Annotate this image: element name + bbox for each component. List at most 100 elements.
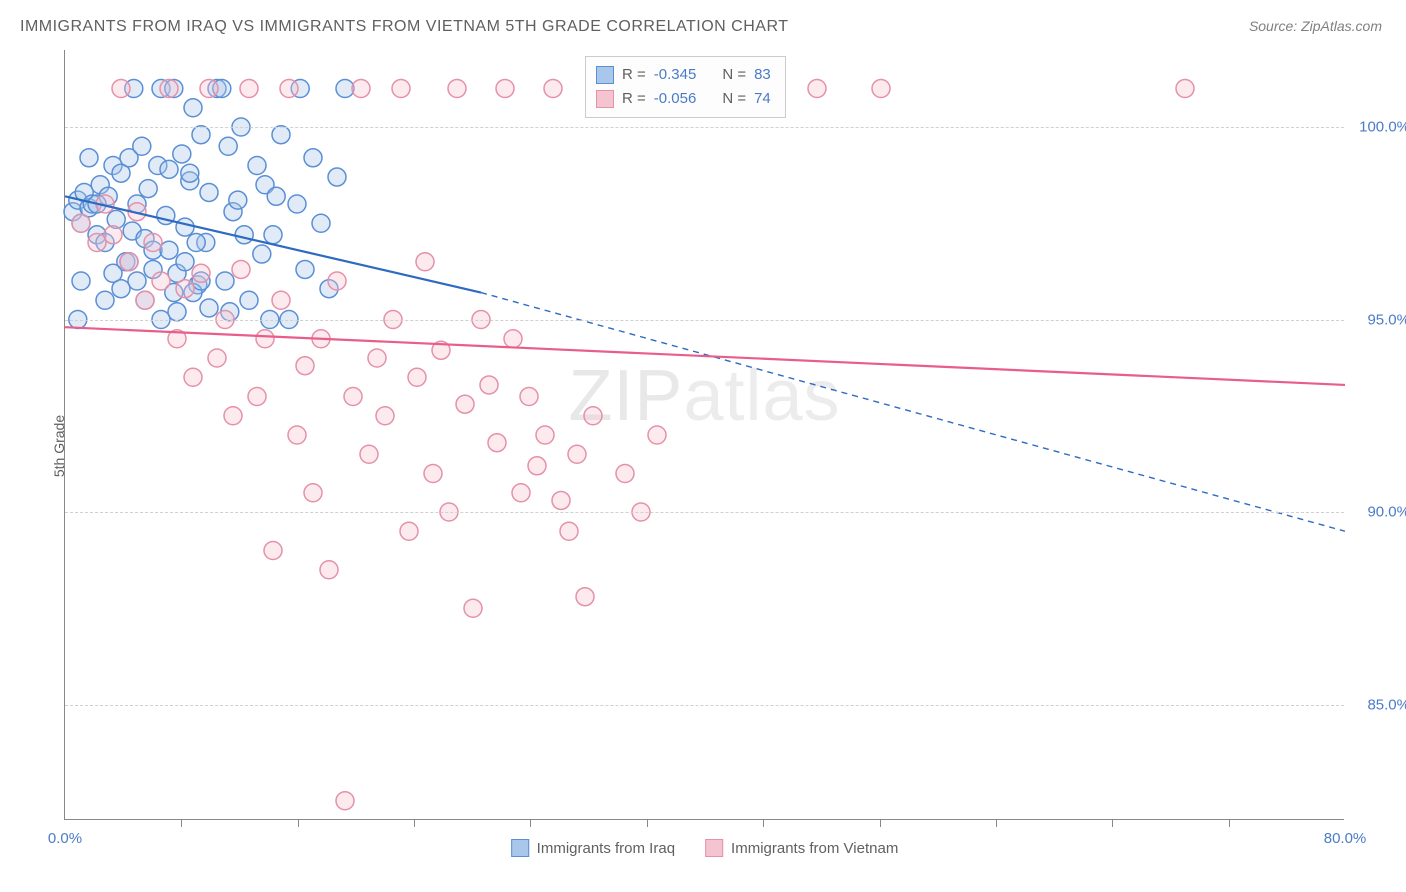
series-name: Immigrants from Iraq — [537, 840, 675, 857]
data-point — [512, 484, 530, 502]
data-point — [200, 183, 218, 201]
data-point — [528, 457, 546, 475]
data-point — [464, 599, 482, 617]
data-point — [240, 80, 258, 98]
data-point — [160, 241, 178, 259]
data-point — [160, 160, 178, 178]
legend-swatch — [511, 839, 529, 857]
data-point — [224, 407, 242, 425]
data-point — [168, 303, 186, 321]
data-point — [456, 395, 474, 413]
data-point — [232, 260, 250, 278]
data-point — [416, 253, 434, 271]
data-point — [133, 137, 151, 155]
data-point — [112, 280, 130, 298]
y-tick-label: 95.0% — [1367, 311, 1406, 328]
legend-r-value: -0.056 — [654, 87, 697, 111]
y-tick-label: 90.0% — [1367, 504, 1406, 521]
data-point — [72, 272, 90, 290]
x-tick — [880, 819, 881, 827]
data-point — [72, 214, 90, 232]
gridline-h — [65, 320, 1344, 321]
data-point — [320, 561, 338, 579]
data-point — [392, 80, 410, 98]
data-point — [120, 253, 138, 271]
data-point — [328, 272, 346, 290]
x-tick — [647, 819, 648, 827]
data-point — [328, 168, 346, 186]
data-point — [552, 491, 570, 509]
data-point — [216, 272, 234, 290]
data-point — [229, 191, 247, 209]
data-point — [296, 357, 314, 375]
data-point — [267, 187, 285, 205]
data-point — [80, 149, 98, 167]
data-point — [544, 80, 562, 98]
data-point — [264, 226, 282, 244]
data-point — [560, 522, 578, 540]
data-point — [280, 80, 298, 98]
x-tick — [181, 819, 182, 827]
legend-n-label: N = — [722, 63, 746, 87]
data-point — [200, 80, 218, 98]
data-point — [872, 80, 890, 98]
x-tick — [414, 819, 415, 827]
legend-swatch — [705, 839, 723, 857]
data-point — [296, 260, 314, 278]
data-point — [368, 349, 386, 367]
data-point — [488, 434, 506, 452]
legend-swatch — [596, 90, 614, 108]
data-point — [235, 226, 253, 244]
data-point — [192, 264, 210, 282]
legend-n-value: 83 — [754, 63, 771, 87]
data-point — [808, 80, 826, 98]
data-point — [520, 388, 538, 406]
data-point — [256, 330, 274, 348]
gridline-h — [65, 127, 1344, 128]
legend-row: R =-0.056N =74 — [596, 87, 771, 111]
data-point — [152, 272, 170, 290]
x-tick — [1112, 819, 1113, 827]
data-point — [136, 291, 154, 309]
series-legend-item: Immigrants from Iraq — [511, 839, 675, 857]
data-point — [88, 234, 106, 252]
legend-r-label: R = — [622, 87, 646, 111]
legend-n-value: 74 — [754, 87, 771, 111]
data-point — [144, 234, 162, 252]
legend-row: R = -0.345 N = 83 — [596, 63, 771, 87]
data-point — [219, 137, 237, 155]
gridline-h — [65, 705, 1344, 706]
y-tick-label: 85.0% — [1367, 696, 1406, 713]
data-point — [160, 80, 178, 98]
data-point — [272, 126, 290, 144]
x-tick-label: 80.0% — [1324, 830, 1367, 847]
data-point — [360, 445, 378, 463]
legend-r-label: R = — [622, 63, 646, 87]
data-point — [200, 299, 218, 317]
data-point — [648, 426, 666, 444]
data-point — [344, 388, 362, 406]
gridline-h — [65, 512, 1344, 513]
data-point — [304, 484, 322, 502]
data-point — [104, 226, 122, 244]
data-point — [96, 291, 114, 309]
data-point — [264, 542, 282, 560]
x-tick-label: 0.0% — [48, 830, 82, 847]
data-point — [496, 80, 514, 98]
data-point — [139, 180, 157, 198]
data-point — [184, 99, 202, 117]
data-point — [1176, 80, 1194, 98]
x-tick — [763, 819, 764, 827]
data-point — [304, 149, 322, 167]
data-point — [253, 245, 271, 263]
data-point — [184, 368, 202, 386]
data-point — [192, 126, 210, 144]
legend-r-value: -0.345 — [654, 63, 697, 87]
data-point — [176, 280, 194, 298]
chart-plot-area: ZIPatlas R =-0.345N =83R =-0.056N =74 Im… — [64, 50, 1344, 820]
data-point — [288, 195, 306, 213]
data-point — [173, 145, 191, 163]
data-point — [480, 376, 498, 394]
data-point — [248, 388, 266, 406]
data-point — [248, 157, 266, 175]
